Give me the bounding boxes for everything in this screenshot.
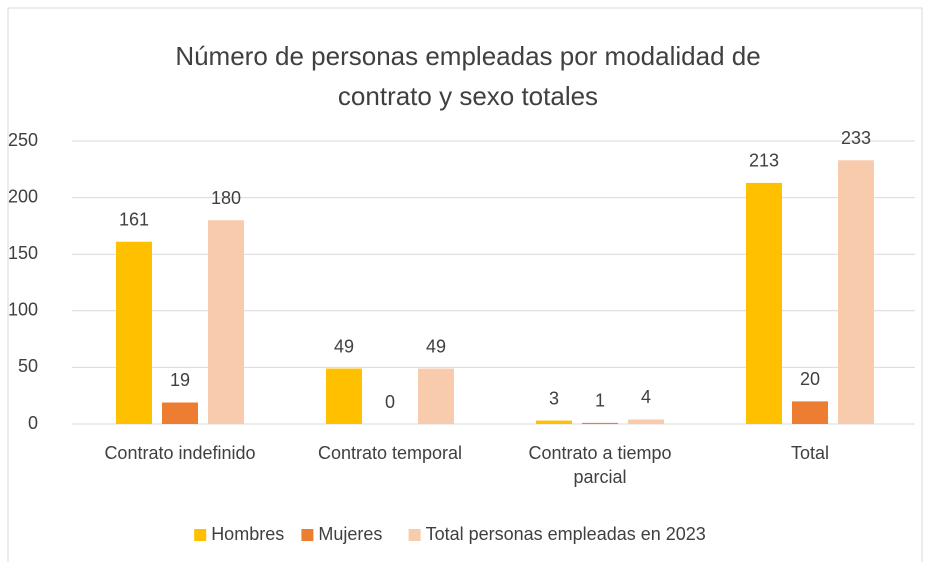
legend-label: Mujeres: [318, 524, 382, 544]
data-label: 1: [595, 391, 605, 411]
legend-swatch: [301, 529, 314, 541]
bar: [746, 182, 782, 424]
y-tick-label: 0: [28, 413, 38, 433]
x-tick-label: Total: [790, 443, 830, 463]
x-tick-label: Contrato temporal: [317, 443, 463, 463]
legend-swatch: [408, 529, 421, 541]
chart-title: Número de personas empleadas por modalid…: [175, 41, 761, 111]
y-tick-label: 250: [8, 130, 38, 150]
data-label: 49: [426, 336, 446, 356]
y-tick-label: 150: [8, 243, 38, 263]
bar: [418, 368, 454, 424]
y-tick-label: 100: [8, 300, 38, 320]
data-label: 49: [334, 336, 354, 356]
bar: [326, 368, 362, 424]
bar: [838, 160, 874, 424]
data-label: 20: [800, 369, 820, 389]
data-label: 213: [749, 151, 779, 171]
legend-label: Hombres: [211, 524, 284, 544]
data-label: 233: [841, 128, 871, 148]
legend-swatch: [194, 529, 207, 541]
data-label: 161: [119, 209, 149, 229]
bar: [162, 402, 198, 424]
data-label: 180: [211, 188, 241, 208]
bar: [628, 419, 664, 424]
data-label: 4: [641, 387, 651, 407]
y-tick-label: 200: [8, 186, 38, 206]
bar: [536, 420, 572, 424]
x-tick-label: Contrato indefinido: [104, 443, 256, 463]
y-tick-label: 50: [18, 356, 38, 376]
bar: [208, 220, 244, 424]
bar: [582, 422, 618, 424]
bar: [792, 401, 828, 424]
legend-label: Total personas empleadas en 2023: [426, 524, 706, 544]
x-tick-label: Contrato a tiempo parcial: [528, 443, 672, 487]
data-label: 19: [170, 370, 190, 390]
bar: [116, 241, 152, 424]
data-label: 0: [385, 392, 395, 412]
chart-border: [7, 7, 923, 562]
data-label: 3: [549, 388, 559, 408]
